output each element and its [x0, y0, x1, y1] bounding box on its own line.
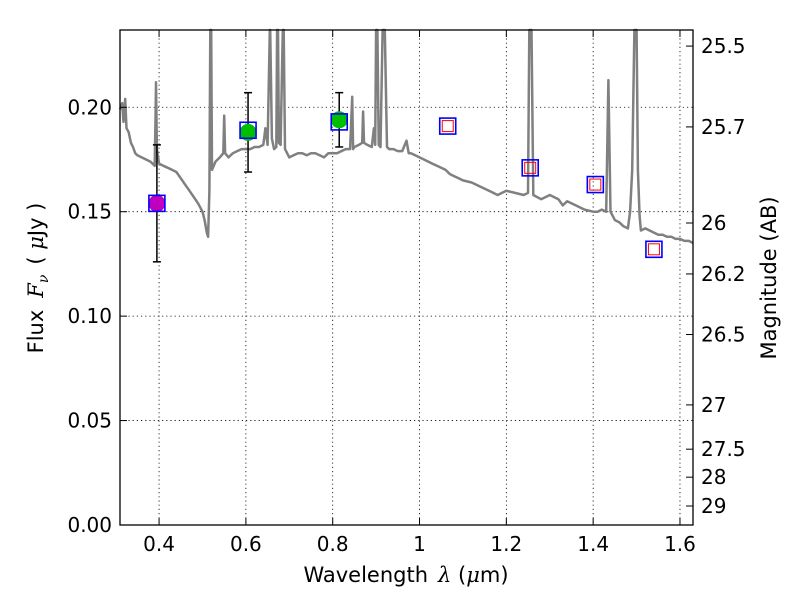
model-photometry-square: [148, 194, 166, 213]
magnitude-tick-label: 26: [701, 211, 726, 235]
observed-point: [148, 194, 166, 212]
magnitude-axis-ticks: 25.5 25.7 26 26.2 26.5 27 27.5 28 29: [686, 34, 746, 518]
model-photometry-square: [586, 175, 605, 194]
limit-square: [589, 178, 602, 191]
y-tick-label: 0.10: [67, 304, 112, 328]
model-photometry-square: [645, 240, 663, 259]
limit-square: [441, 120, 454, 133]
limit-square: [647, 243, 660, 256]
x-tick-label: 0.4: [143, 532, 175, 556]
x-tick-label: 1.6: [664, 532, 696, 556]
limit-markers: [441, 120, 660, 256]
plot-frame: [119, 29, 694, 526]
magnitude-tick-label: 25.7: [701, 115, 746, 139]
magnitude-axis-label: Magnitude (AB): [757, 196, 781, 359]
model-photometry-square: [239, 121, 257, 140]
magnitude-tick-label: 28: [701, 465, 726, 489]
y-axis-ticks: 0.00 0.05 0.10 0.15 0.20: [67, 95, 127, 537]
y-tick-label: 0.05: [67, 409, 112, 433]
model-spectrum: [118, 28, 694, 245]
observed-points: [148, 111, 348, 212]
x-axis-ticks: 0.4 0.6 0.8 1 1.2 1.4 1.6: [143, 30, 696, 556]
y-axis-label: FluxFν( μJy ): [24, 203, 52, 354]
y-tick-label: 0.20: [67, 95, 112, 119]
magnitude-tick-label: 26.2: [701, 262, 746, 286]
model-photometry-square: [438, 117, 457, 135]
x-tick-label: 1: [413, 532, 426, 556]
magnitude-tick-label: 27: [701, 393, 726, 417]
model-photometry-markers: [148, 113, 663, 259]
limit-square: [524, 161, 537, 174]
model-spectrum-line: [118, 28, 694, 245]
y-tick-label: 0.00: [67, 513, 112, 537]
x-tick-label: 1.2: [490, 532, 522, 556]
magnitude-tick-label: 27.5: [701, 437, 746, 461]
magnitude-tick-label: 25.5: [701, 34, 746, 58]
x-tick-label: 0.8: [317, 532, 349, 556]
x-tick-label: 1.4: [577, 532, 609, 556]
y-tick-label: 0.15: [67, 200, 112, 224]
x-axis-label: Wavelength λ (μm): [303, 563, 508, 587]
magnitude-tick-label: 29: [701, 494, 726, 518]
magnitude-tick-label: 26.5: [701, 323, 746, 347]
x-tick-label: 0.6: [230, 532, 262, 556]
model-photometry-square: [330, 113, 349, 131]
model-photometry-square: [521, 159, 540, 177]
